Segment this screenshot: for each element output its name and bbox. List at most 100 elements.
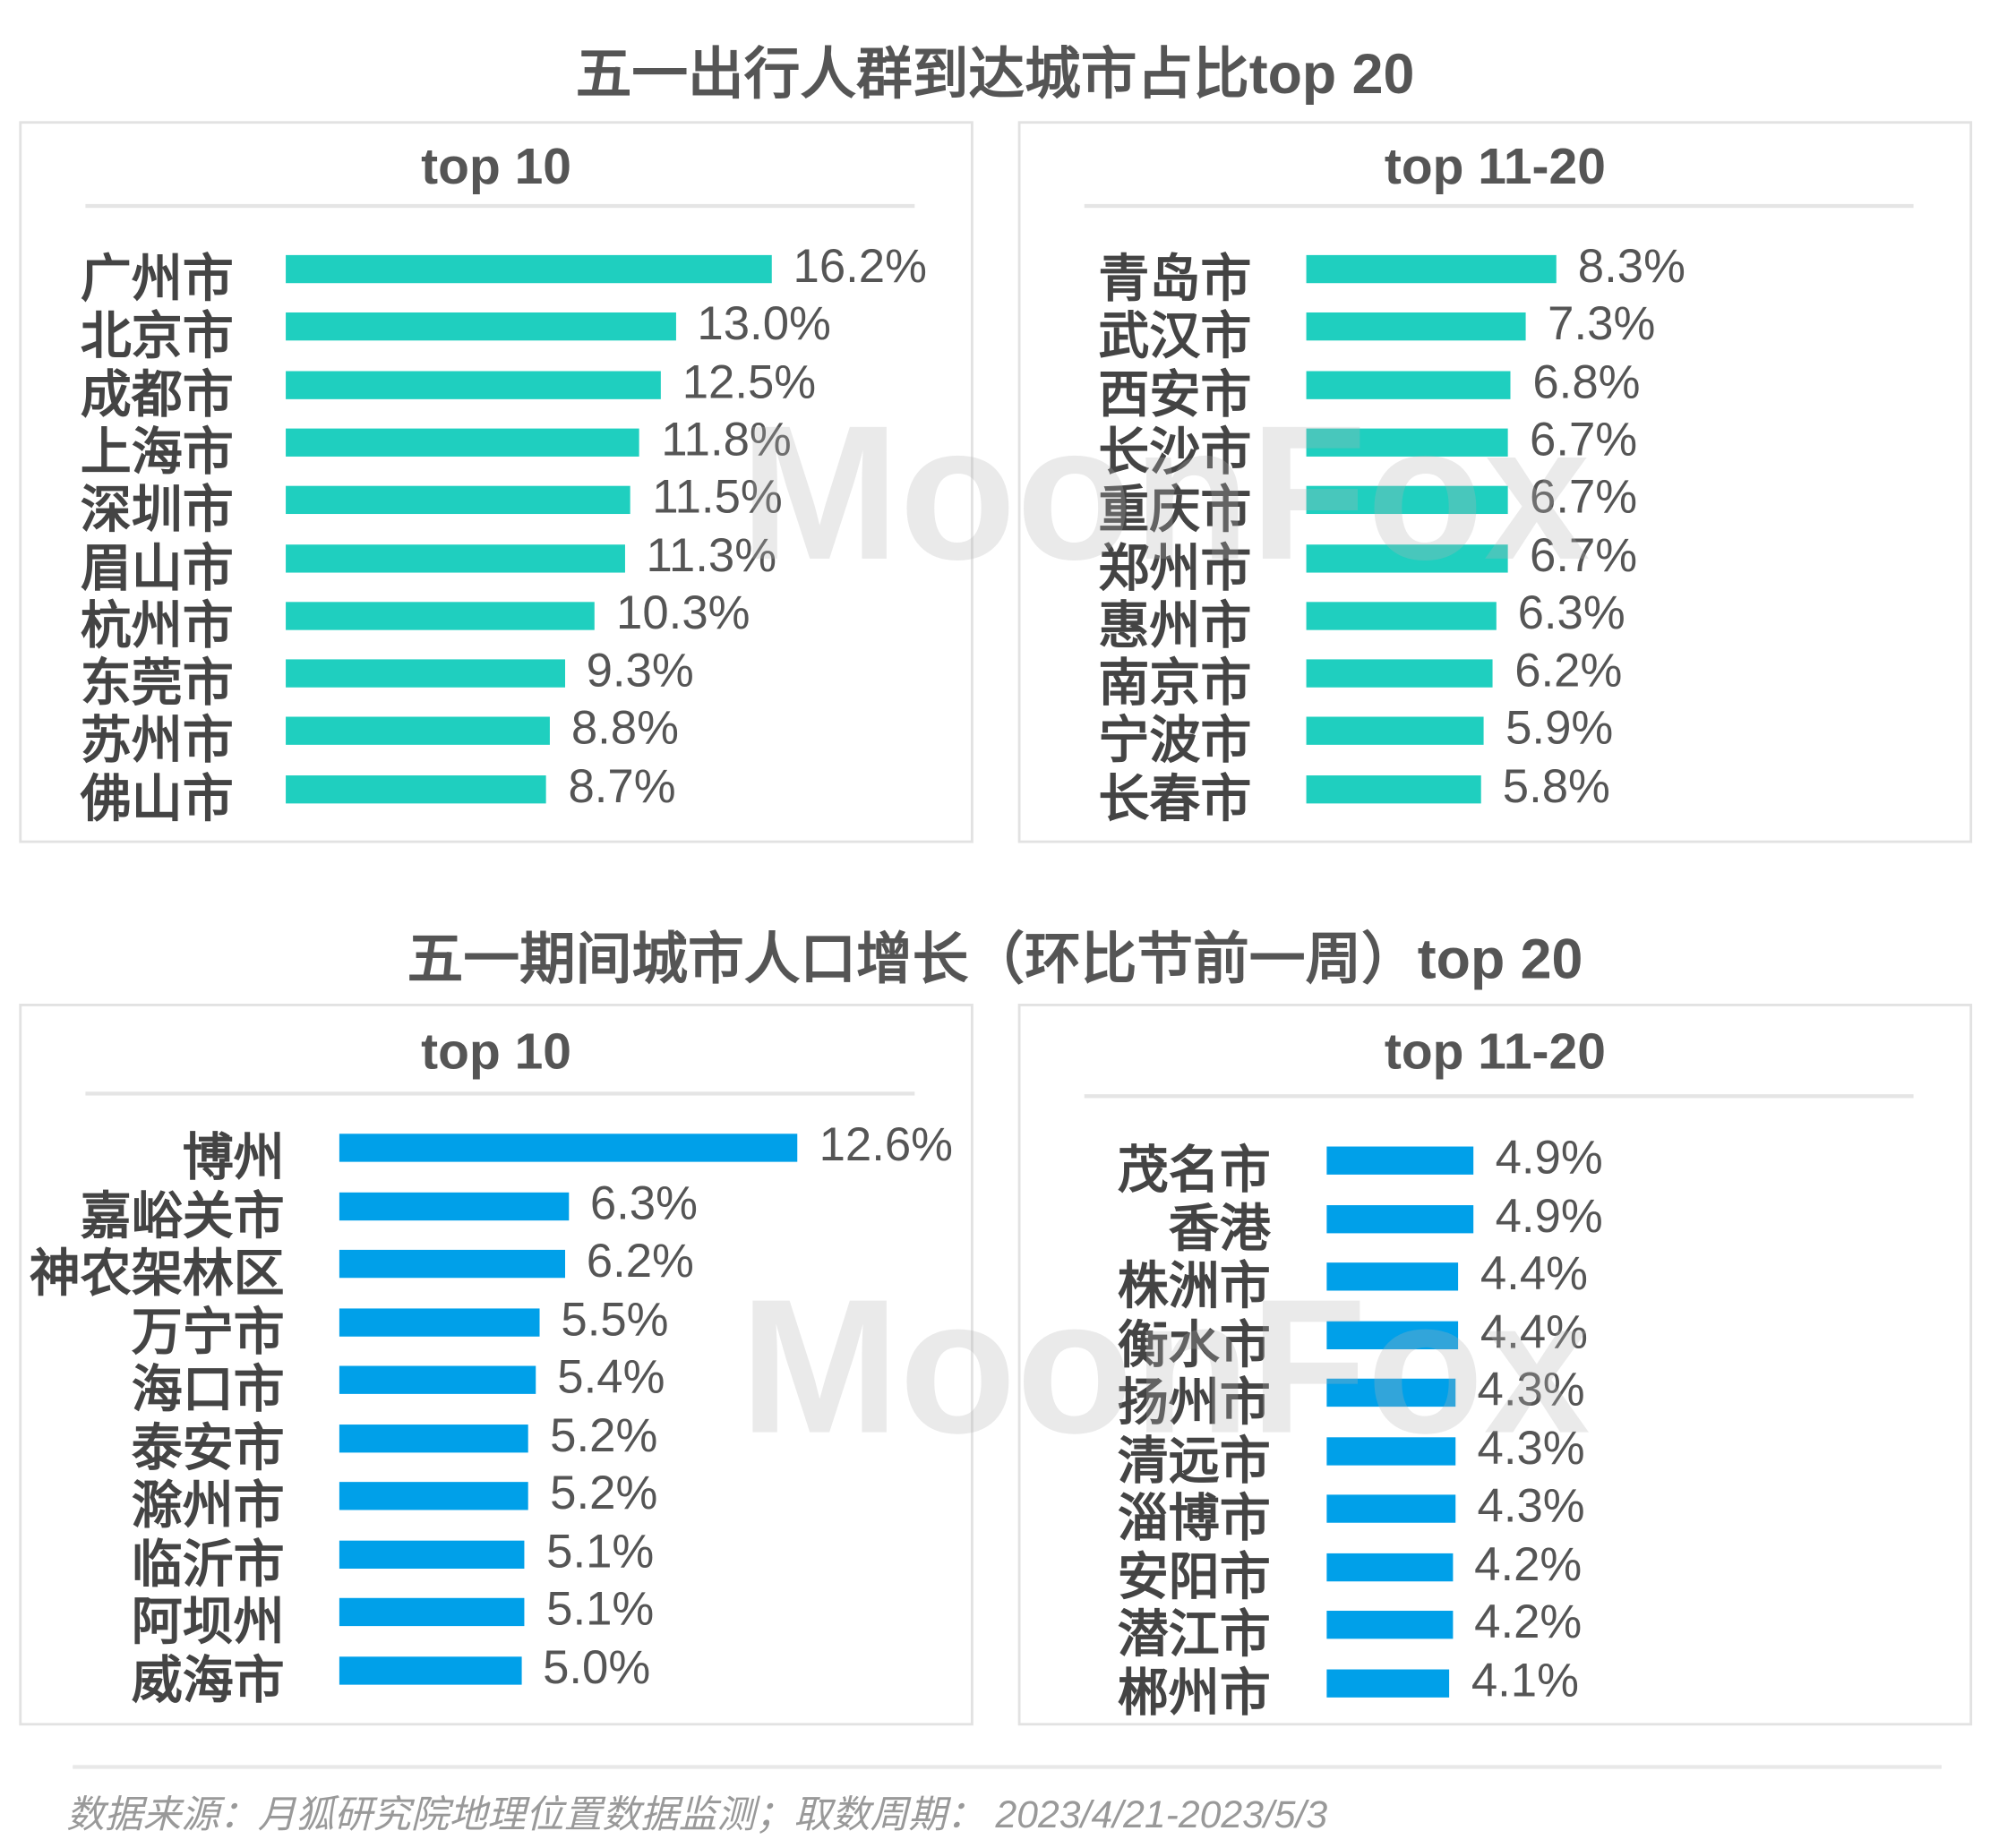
divider	[1084, 203, 1914, 209]
value-label: 5.2%	[550, 1467, 658, 1519]
bar	[339, 1307, 540, 1337]
category-label: 株洲市	[1117, 1258, 1271, 1315]
value-label: 6.2%	[1514, 644, 1623, 697]
value-label: 4.4%	[1480, 1247, 1588, 1300]
bar	[339, 1365, 536, 1394]
bar	[286, 543, 625, 572]
bar	[339, 1134, 798, 1162]
value-label: 13.0%	[697, 297, 831, 350]
value-label: 4.3%	[1477, 1421, 1585, 1474]
bar	[286, 774, 547, 803]
category-label: 佛山市	[80, 771, 234, 827]
category-label: 西安市	[1098, 366, 1252, 424]
category-label: 广州市	[80, 251, 234, 308]
value-label: 12.5%	[682, 355, 817, 408]
value-label: 12.6%	[819, 1118, 954, 1171]
bar	[1326, 1320, 1459, 1349]
bar	[1306, 428, 1508, 457]
value-label: 4.3%	[1477, 1363, 1585, 1416]
bar	[339, 1482, 528, 1510]
value-label: 5.2%	[550, 1408, 658, 1461]
bar	[286, 602, 595, 630]
category-label: 潜江市	[1117, 1606, 1271, 1664]
panel-title: top 10	[421, 1023, 571, 1081]
category-label: 长沙市	[1098, 424, 1252, 481]
category-label: 苏州市	[80, 713, 234, 770]
value-label: 6.7%	[1530, 528, 1638, 581]
bar	[1326, 1494, 1456, 1523]
category-label: 杭州市	[80, 597, 234, 654]
bar	[1326, 1146, 1474, 1175]
value-label: 11.8%	[661, 413, 792, 466]
value-label: 11.5%	[652, 470, 783, 524]
bar	[1326, 1668, 1450, 1698]
bar	[286, 717, 550, 746]
bar	[1306, 774, 1481, 803]
bar	[1326, 1553, 1453, 1581]
category-label: 茂名市	[1117, 1142, 1271, 1199]
panel-growth-top11-20: top 11-20 茂名市 4.9% 香港 4.9% 株洲市 4.4% 衡水市 4.4% 扬州市…	[1017, 1004, 1973, 1726]
bar	[1326, 1204, 1474, 1233]
value-label: 8.3%	[1577, 239, 1685, 293]
panel-title: top 11-20	[1384, 1023, 1606, 1081]
panel-arrival-top11-20: top 11-20 青岛市 8.3% 武汉市 7.3% 西安市 6.8% 长沙市 6.7% 重庆…	[1017, 121, 1973, 843]
category-label: 南京市	[1098, 655, 1252, 712]
bar	[339, 1192, 569, 1220]
category-label: 郴州市	[1117, 1664, 1271, 1722]
divider	[1084, 1094, 1914, 1099]
category-label: 眉山市	[80, 540, 234, 596]
bar	[1326, 1378, 1456, 1407]
data-source-note: 数据来源：月狐研究院地理位置数据监测；取数周期： 2023/4/21-2023/…	[66, 1794, 1328, 1837]
value-label: 8.8%	[570, 701, 679, 755]
bar	[286, 370, 661, 399]
category-label: 淄博市	[1117, 1491, 1271, 1547]
bar	[286, 428, 640, 457]
value-label: 6.3%	[589, 1176, 698, 1229]
category-label: 阿坝州	[131, 1594, 285, 1651]
value-label: 4.4%	[1480, 1305, 1588, 1358]
value-label: 5.0%	[543, 1640, 651, 1693]
value-label: 4.9%	[1495, 1131, 1603, 1184]
category-label: 郑州市	[1098, 540, 1252, 596]
section2-title: 五一期间城市人口增长（环比节前一周）top 20	[407, 928, 1583, 991]
bar	[286, 659, 565, 688]
bar	[1306, 717, 1484, 746]
bar	[286, 254, 772, 284]
footer-divider	[73, 1765, 1942, 1769]
value-label: 11.3%	[646, 528, 777, 581]
panel-arrival-top10: top 10 广州市 16.2% 北京市 13.0% 成都市 12.5% 上海市 11.8% 深…	[19, 121, 974, 843]
category-label: 万宁市	[131, 1304, 285, 1361]
category-label: 安阳市	[1117, 1548, 1271, 1605]
value-label: 16.2%	[793, 239, 927, 293]
category-label: 上海市	[80, 424, 234, 481]
bar	[1306, 659, 1493, 688]
category-label: 武汉市	[1098, 309, 1252, 365]
category-label: 嘉峪关市	[80, 1187, 285, 1245]
value-label: 5.5%	[561, 1292, 669, 1346]
value-label: 4.2%	[1474, 1595, 1583, 1648]
bar	[1306, 312, 1526, 341]
category-label: 滁州市	[131, 1477, 285, 1535]
bar	[1306, 485, 1508, 515]
bar	[1326, 1436, 1456, 1465]
value-label: 5.1%	[546, 1524, 655, 1578]
value-label: 7.3%	[1548, 297, 1656, 350]
value-label: 4.1%	[1471, 1653, 1579, 1707]
bar	[1306, 370, 1512, 399]
bar	[1326, 1262, 1459, 1291]
value-label: 10.3%	[616, 586, 751, 639]
category-label: 东莞市	[80, 655, 234, 712]
category-label: 长春市	[1098, 771, 1252, 827]
value-label: 5.9%	[1505, 701, 1614, 755]
bar	[1306, 543, 1508, 572]
panel-growth-top10: top 10 博州 12.6% 嘉峪关市 6.3% 神农架林区 6.2% 万宁市 5.5% 海口…	[19, 1004, 974, 1726]
value-label: 5.8%	[1502, 759, 1610, 812]
value-label: 8.7%	[568, 759, 676, 812]
category-label: 香港	[1168, 1201, 1271, 1257]
value-label: 5.1%	[546, 1582, 655, 1636]
value-label: 6.8%	[1532, 355, 1641, 408]
value-label: 6.3%	[1517, 586, 1625, 639]
bar	[339, 1539, 525, 1569]
category-label: 海口市	[131, 1362, 285, 1418]
